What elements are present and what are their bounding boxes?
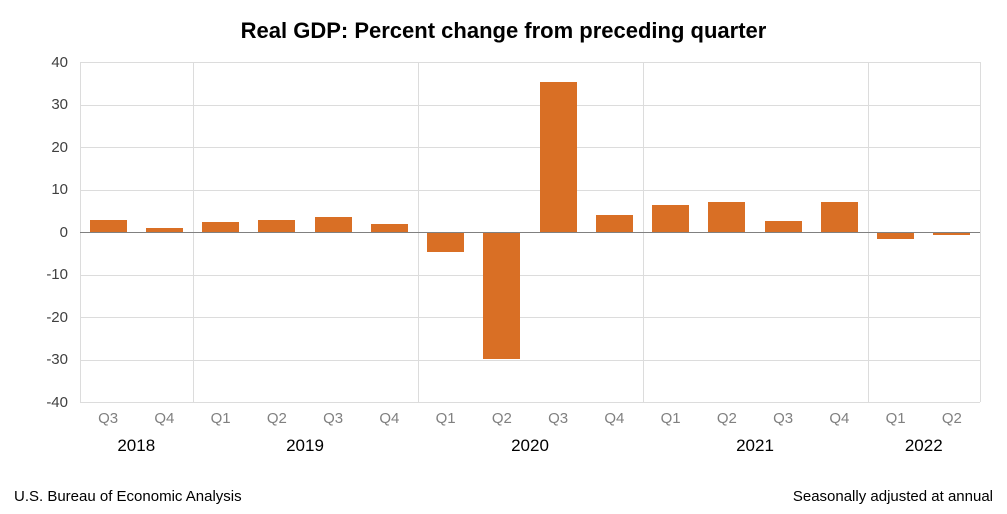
quarter-label: Q2 <box>699 410 755 427</box>
year-label: 2022 <box>868 436 981 456</box>
quarter-label: Q3 <box>530 410 586 427</box>
year-label: 2019 <box>193 436 418 456</box>
year-label: 2020 <box>418 436 643 456</box>
gridline-h <box>80 105 980 106</box>
quarter-label: Q1 <box>868 410 924 427</box>
ytick-label: 20 <box>0 139 68 156</box>
bar <box>483 232 520 359</box>
gridline-h <box>80 62 980 63</box>
bar <box>821 202 858 232</box>
ytick-label: -40 <box>0 394 68 411</box>
quarter-label: Q2 <box>924 410 980 427</box>
quarter-label: Q3 <box>305 410 361 427</box>
ytick-label: -20 <box>0 309 68 326</box>
bar <box>877 232 914 239</box>
gridline-h <box>80 147 980 148</box>
gridline-h <box>80 190 980 191</box>
bar <box>708 202 745 232</box>
bar <box>371 224 408 232</box>
quarter-label: Q1 <box>418 410 474 427</box>
ytick-label: 10 <box>0 181 68 198</box>
gridline-h <box>80 275 980 276</box>
source-label: U.S. Bureau of Economic Analysis <box>14 488 242 505</box>
bar <box>90 220 127 232</box>
bar <box>540 82 577 232</box>
quarter-label: Q2 <box>249 410 305 427</box>
chart-title: Real GDP: Percent change from preceding … <box>0 18 1007 44</box>
gridline-v <box>980 62 981 402</box>
ytick-label: -30 <box>0 351 68 368</box>
year-label: 2018 <box>80 436 193 456</box>
quarter-label: Q4 <box>136 410 192 427</box>
bar <box>315 217 352 232</box>
quarter-label: Q4 <box>811 410 867 427</box>
gridline-h <box>80 402 980 403</box>
bar <box>258 220 295 232</box>
quarter-label: Q1 <box>193 410 249 427</box>
chart-container: { "chart": { "type": "bar", "title": "Re… <box>0 0 1007 514</box>
gridline-h <box>80 360 980 361</box>
ytick-label: -10 <box>0 266 68 283</box>
ytick-label: 0 <box>0 224 68 241</box>
bar <box>202 222 239 232</box>
bar <box>765 221 802 232</box>
quarter-label: Q3 <box>755 410 811 427</box>
quarter-label: Q4 <box>361 410 417 427</box>
bar <box>427 232 464 252</box>
ytick-label: 40 <box>0 54 68 71</box>
quarter-label: Q3 <box>80 410 136 427</box>
gridline-h <box>80 317 980 318</box>
axis-zero-line <box>80 232 980 233</box>
bar <box>596 215 633 232</box>
year-label: 2021 <box>643 436 868 456</box>
ytick-label: 30 <box>0 96 68 113</box>
quarter-label: Q1 <box>643 410 699 427</box>
bar <box>652 205 689 232</box>
quarter-label: Q2 <box>474 410 530 427</box>
plot-area <box>80 62 980 402</box>
adjustment-note: Seasonally adjusted at annual <box>793 488 993 505</box>
quarter-label: Q4 <box>586 410 642 427</box>
